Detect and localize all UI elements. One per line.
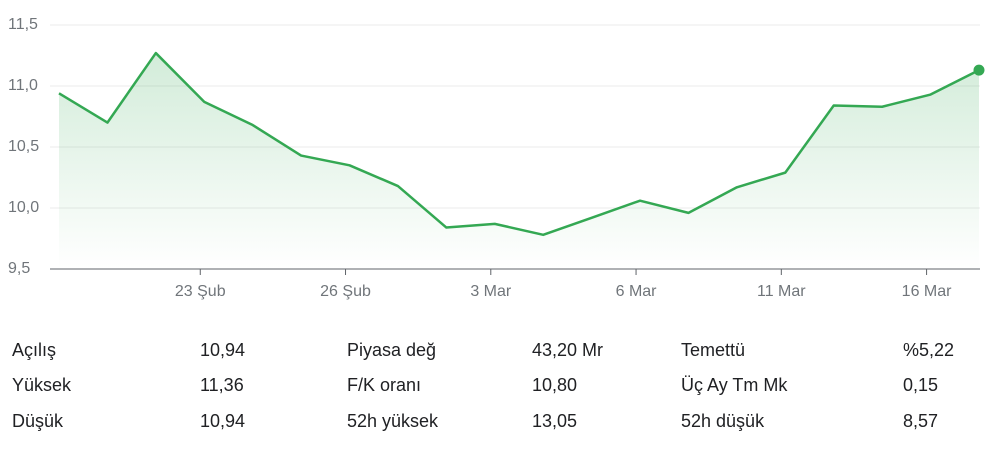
x-tick-label: 26 Şub: [320, 283, 371, 300]
y-tick-label: 10,5: [8, 138, 39, 155]
stat-value: 0,15: [903, 375, 938, 395]
x-tick-label: 16 Mar: [902, 283, 952, 300]
stat-label: Yüksek: [12, 375, 72, 395]
stat-value: 10,94: [200, 411, 245, 431]
stat-label: F/K oranı: [347, 375, 421, 395]
x-tick-label: 23 Şub: [175, 283, 226, 300]
y-tick-label: 10,0: [8, 199, 39, 216]
stat-value: 8,57: [903, 411, 938, 431]
stat-label: Piyasa değ: [347, 340, 436, 360]
last-point: [973, 64, 985, 76]
stat-label: Düşük: [12, 411, 64, 431]
x-tick-label: 11 Mar: [757, 283, 806, 300]
stat-label: Temettü: [681, 340, 745, 360]
y-tick-label: 11,0: [8, 77, 38, 94]
area: [59, 53, 979, 270]
stat-label: 52h düşük: [681, 411, 765, 431]
x-tick-label: 6 Mar: [616, 283, 658, 300]
y-tick-label: 11,5: [8, 16, 38, 33]
stat-label: Açılış: [12, 340, 56, 360]
y-tick-label: 9,5: [8, 260, 30, 277]
stat-value: 10,80: [532, 375, 577, 395]
x-tick-label: 3 Mar: [470, 283, 512, 300]
line: [58, 51, 980, 237]
stat-label: 52h yüksek: [347, 411, 439, 431]
stat-label: Üç Ay Tm Mk: [681, 375, 788, 395]
stat-value: 11,36: [200, 375, 244, 395]
stat-value: 13,05: [532, 411, 577, 431]
stat-value: %5,22: [903, 340, 954, 360]
stat-value: 43,20 Mr: [532, 340, 603, 360]
stat-value: 10,94: [200, 340, 245, 360]
